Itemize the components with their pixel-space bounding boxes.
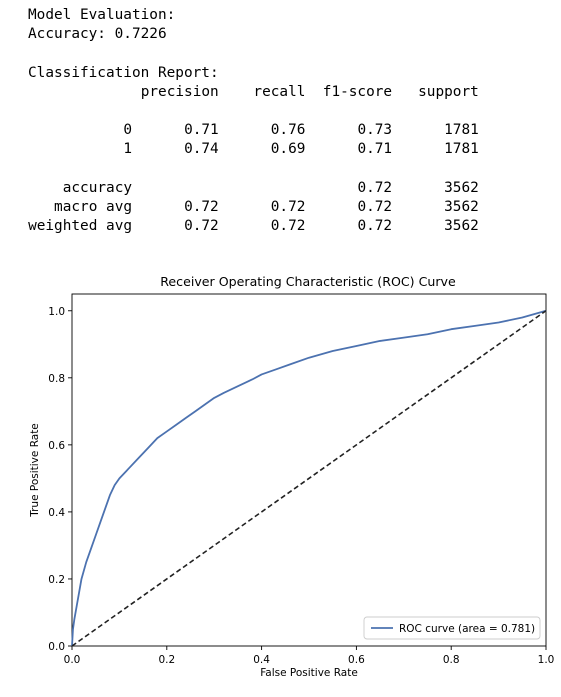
report-row: 0 0.71 0.76 0.73 1781 <box>28 121 479 140</box>
console-output: Model Evaluation: Accuracy: 0.7226 Classif… <box>28 6 479 236</box>
blank-line <box>28 44 479 63</box>
y-tick-label: 0.6 <box>48 440 65 452</box>
x-tick-label: 0.2 <box>158 654 175 666</box>
report-cell-support: 1781 <box>444 122 479 139</box>
report-cell-precision: 0.72 <box>184 198 219 215</box>
report-cell-f1: 0.72 <box>357 198 393 215</box>
report-row-label: 1 <box>123 141 133 158</box>
y-tick-label: 1.0 <box>48 306 65 318</box>
roc-curve-line <box>71 309 547 647</box>
legend-box <box>363 616 541 640</box>
roc-chart: Receiver Operating Characteristic (ROC) … <box>29 274 555 679</box>
y-tick-label: 0.4 <box>48 507 65 519</box>
chart-title: Receiver Operating Characteristic (ROC) … <box>160 274 456 289</box>
report-cell-f1: 0.71 <box>357 141 393 158</box>
plot-frame <box>71 293 547 647</box>
report-cell-support: 1781 <box>444 141 479 158</box>
report-row-label: weighted avg <box>28 218 133 235</box>
legend: ROC curve (area = 0.781) <box>363 616 541 640</box>
report-heading: Classification Report: <box>28 64 219 81</box>
report-cell-f1: 0.72 <box>357 218 393 235</box>
y-axis-label: True Positive Rate <box>29 423 41 518</box>
report-column-header: recall <box>253 83 306 100</box>
x-axis-label: False Positive Rate <box>260 667 358 679</box>
report-row-label: 0 <box>123 122 133 139</box>
report-row: 1 0.74 0.69 0.71 1781 <box>28 140 479 159</box>
report-row-label: macro avg <box>54 198 133 215</box>
report-cell-support: 3562 <box>444 179 479 196</box>
blank-line <box>28 160 479 179</box>
report-cell-f1: 0.73 <box>357 122 393 139</box>
x-tick-label: 0.4 <box>253 654 270 666</box>
x-tick-label: 0.0 <box>64 654 81 666</box>
report-cell-f1: 0.72 <box>357 179 393 196</box>
report-cell-precision: 0.71 <box>184 122 219 139</box>
report-cell-precision: 0.72 <box>184 218 219 235</box>
y-axis: 0.0 0.2 0.4 0.6 0.8 1.0 <box>48 306 72 653</box>
y-tick-label: 0.0 <box>48 641 65 653</box>
report-row: macro avg 0.72 0.72 0.72 3562 <box>28 198 479 217</box>
report-column-header: precision <box>140 83 219 100</box>
report-cell-support: 3562 <box>444 198 479 215</box>
report-cell-recall: 0.69 <box>270 141 306 158</box>
x-tick-label: 0.8 <box>443 654 460 666</box>
y-tick-label: 0.2 <box>48 574 65 586</box>
series-layer <box>71 309 547 647</box>
report-header-row: precision recall f1-score support <box>28 83 479 102</box>
report-cell-recall: 0.76 <box>270 122 306 139</box>
report-cell-precision: 0.74 <box>184 141 219 158</box>
report-cell-recall: 0.72 <box>270 198 306 215</box>
report-row: accuracy 0.72 3562 <box>28 179 479 198</box>
report-column-header: support <box>418 83 479 100</box>
accuracy-line: Accuracy: 0.7226 <box>28 26 167 43</box>
report-row: weighted avg 0.72 0.72 0.72 3562 <box>28 217 479 236</box>
x-tick-label: 0.6 <box>348 654 365 666</box>
report-cell-support: 3562 <box>444 218 479 235</box>
eval-heading: Model Evaluation: <box>28 7 176 23</box>
legend-entry-roc: ROC curve (area = 0.781) <box>399 623 535 635</box>
report-cell-recall: 0.72 <box>270 218 306 235</box>
report-column-header: f1-score <box>322 83 393 100</box>
report-row-label: accuracy <box>62 179 133 196</box>
blank-line <box>28 102 479 121</box>
x-axis: 0.0 0.2 0.4 0.6 0.8 1.0 <box>64 646 555 666</box>
y-tick-label: 0.8 <box>48 373 65 385</box>
x-tick-label: 1.0 <box>538 654 555 666</box>
diagonal-reference-line <box>71 310 547 647</box>
